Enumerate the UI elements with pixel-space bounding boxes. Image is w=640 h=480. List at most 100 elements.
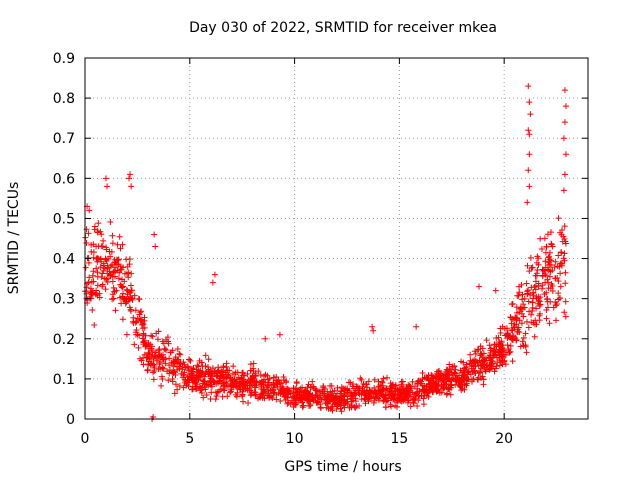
data-point — [166, 362, 173, 369]
data-point — [555, 296, 562, 303]
data-point — [470, 376, 477, 383]
data-point — [529, 304, 536, 311]
data-point — [416, 393, 423, 400]
data-point — [311, 385, 318, 392]
data-point — [266, 393, 273, 400]
data-point — [454, 379, 461, 386]
data-point — [556, 295, 563, 302]
data-point — [413, 391, 420, 398]
data-point — [139, 335, 146, 342]
data-point — [306, 393, 313, 400]
data-point — [240, 383, 247, 390]
data-point — [90, 249, 97, 256]
data-point — [483, 337, 490, 344]
data-point — [224, 393, 231, 400]
data-point — [525, 287, 532, 294]
data-point — [90, 278, 97, 285]
data-point — [205, 371, 212, 378]
data-point — [239, 388, 246, 395]
data-point — [240, 398, 247, 405]
data-point — [466, 360, 473, 367]
data-point — [498, 353, 505, 360]
data-point — [560, 135, 567, 142]
data-point — [285, 391, 292, 398]
data-point — [138, 321, 145, 328]
data-point — [146, 345, 153, 352]
data-point — [361, 391, 368, 398]
data-point — [354, 385, 361, 392]
data-point — [350, 381, 357, 388]
data-point — [149, 333, 156, 340]
data-point — [322, 395, 329, 402]
data-point — [526, 99, 533, 106]
data-point — [505, 333, 512, 340]
data-point — [185, 356, 192, 363]
data-point — [233, 383, 240, 390]
data-point — [543, 307, 550, 314]
data-point — [430, 385, 437, 392]
data-point — [356, 402, 363, 409]
data-point — [439, 377, 446, 384]
data-point — [465, 368, 472, 375]
data-point — [533, 272, 540, 279]
data-point — [97, 255, 104, 262]
data-point — [212, 396, 219, 403]
data-point — [476, 357, 483, 364]
data-point — [479, 345, 486, 352]
data-point — [189, 386, 196, 393]
data-point — [227, 388, 234, 395]
data-point — [270, 380, 277, 387]
y-tick-labels: 0 0.1 0.2 0.3 0.4 0.5 0.6 0.7 0.8 0.9 — [53, 51, 75, 428]
data-point — [153, 357, 160, 364]
data-point — [248, 376, 255, 383]
data-point — [521, 304, 528, 311]
data-point — [136, 332, 143, 339]
data-point — [314, 398, 321, 405]
data-point — [527, 291, 534, 298]
data-point — [340, 402, 347, 409]
data-point — [188, 368, 195, 375]
data-point — [337, 405, 344, 412]
data-point — [525, 127, 532, 134]
data-point — [82, 264, 89, 271]
data-point — [198, 371, 205, 378]
data-point — [409, 378, 416, 385]
data-point — [407, 393, 414, 400]
data-point — [463, 382, 470, 389]
data-point — [128, 183, 135, 190]
data-point — [227, 389, 234, 396]
data-point — [256, 394, 263, 401]
data-point — [180, 384, 187, 391]
data-point — [486, 342, 493, 349]
data-point — [305, 390, 312, 397]
data-point — [101, 265, 108, 272]
data-point — [154, 336, 161, 343]
data-point — [367, 390, 374, 397]
data-point — [520, 334, 527, 341]
data-point — [533, 321, 540, 328]
data-point — [100, 262, 107, 269]
data-point — [416, 388, 423, 395]
data-point — [95, 243, 102, 250]
data-point — [495, 334, 502, 341]
data-point — [145, 349, 152, 356]
data-point — [123, 286, 130, 293]
data-point — [404, 399, 411, 406]
data-point — [109, 278, 116, 285]
data-point — [562, 298, 569, 305]
data-point — [535, 255, 542, 262]
data-point — [334, 384, 341, 391]
data-point — [155, 328, 162, 335]
data-point — [515, 292, 522, 299]
data-point — [166, 370, 173, 377]
y-tick-label: 0.7 — [53, 131, 75, 147]
data-point — [102, 175, 109, 182]
data-point — [360, 381, 367, 388]
data-point — [429, 372, 436, 379]
y-axis-label: SRMTID / TECUs — [6, 182, 22, 295]
data-point — [552, 258, 559, 265]
data-point — [545, 279, 552, 286]
x-tick-label: 5 — [185, 431, 194, 447]
data-point — [440, 384, 447, 391]
